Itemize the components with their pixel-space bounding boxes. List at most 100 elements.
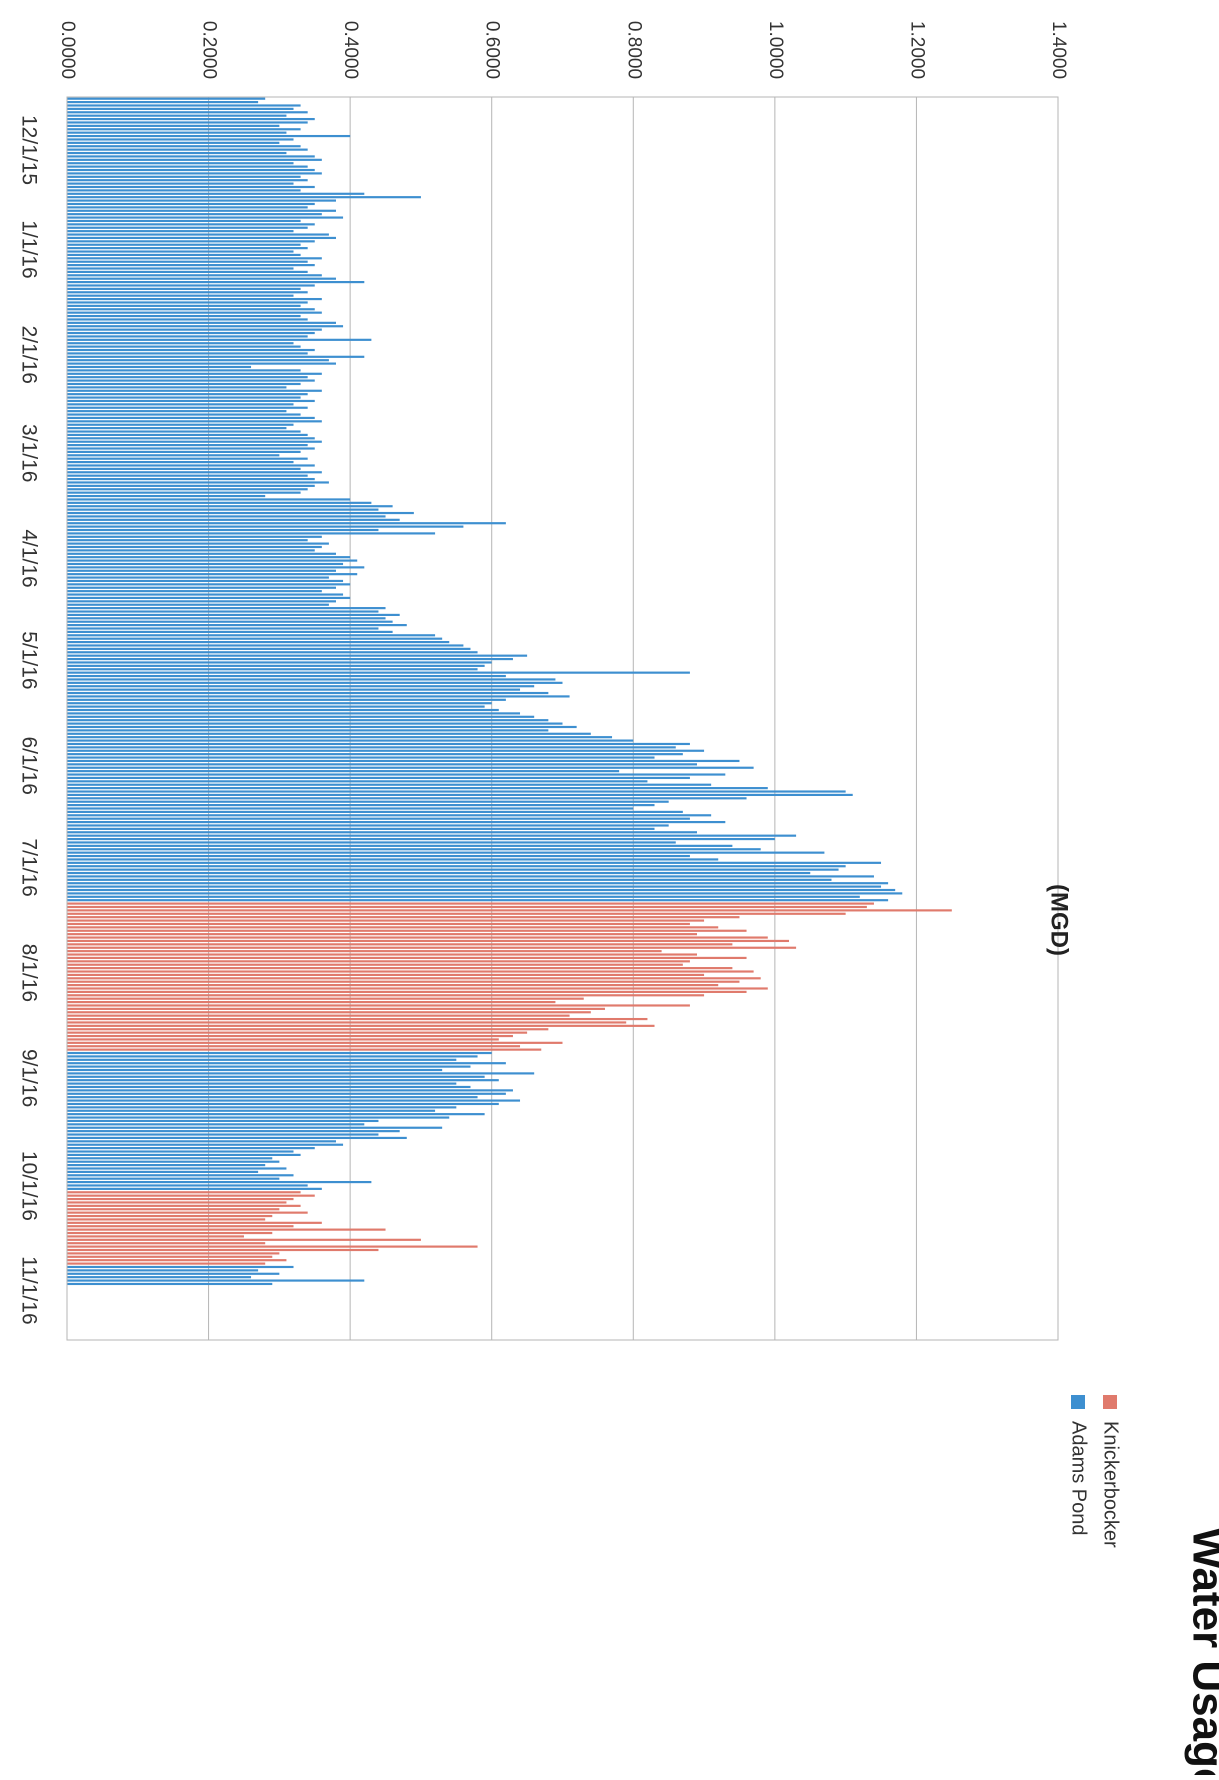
bar [67, 264, 315, 267]
bar [67, 1065, 471, 1068]
bar [67, 528, 379, 532]
bar [67, 488, 308, 491]
bar [67, 196, 421, 199]
bar [67, 1133, 379, 1136]
bar [67, 1119, 379, 1123]
bar [67, 902, 874, 905]
bar [67, 600, 336, 603]
bar [67, 189, 301, 192]
bar [67, 1079, 499, 1082]
bar [67, 216, 344, 219]
bar [67, 1204, 301, 1207]
bar [67, 1045, 521, 1048]
bar [67, 691, 549, 695]
bar [67, 1021, 627, 1024]
date-tick-label: 11/1/16 [17, 1256, 40, 1325]
bar [67, 162, 294, 165]
bar [67, 793, 853, 797]
bar [67, 647, 471, 650]
bar [67, 423, 294, 426]
bar [67, 630, 393, 633]
bar [67, 899, 889, 902]
bar [67, 888, 896, 892]
bar [67, 885, 882, 888]
bar [67, 314, 301, 318]
bar [67, 399, 315, 403]
bar [67, 151, 287, 155]
bar [67, 440, 322, 443]
bar [67, 654, 528, 657]
bar [67, 1102, 499, 1106]
bar [67, 457, 308, 460]
bar [67, 1024, 655, 1027]
bar [67, 1248, 379, 1252]
bar [67, 182, 294, 185]
bar [67, 946, 797, 949]
bar [67, 800, 669, 803]
bar [67, 134, 351, 138]
bar [67, 535, 322, 538]
bar [67, 192, 365, 195]
bar [67, 247, 308, 250]
bar [67, 494, 266, 498]
value-tick-label: 1.0000 [765, 21, 786, 79]
bar [67, 984, 719, 987]
bar [67, 590, 322, 593]
bar [67, 596, 351, 600]
bar [67, 987, 768, 990]
bar [67, 1194, 315, 1197]
legend: Knickerbocker Adams Pond [1068, 1395, 1122, 1548]
bar [67, 970, 754, 973]
bar [67, 148, 308, 151]
bar [67, 933, 697, 936]
bar [67, 1177, 280, 1180]
bar [67, 977, 761, 980]
value-tick-label: 0.2000 [199, 21, 220, 79]
bar [67, 342, 294, 345]
bar [67, 281, 365, 284]
bar [67, 810, 683, 813]
bar [67, 450, 301, 453]
bar [67, 905, 867, 909]
bar [67, 973, 705, 976]
bar [67, 664, 485, 667]
bar [67, 939, 790, 943]
bar [67, 365, 252, 369]
bar [67, 175, 301, 178]
bar [67, 532, 436, 535]
bar [67, 1164, 266, 1167]
bar [67, 352, 308, 355]
bar [67, 1197, 294, 1201]
bar [67, 1238, 421, 1241]
bar [67, 780, 648, 783]
bar [67, 569, 336, 572]
bar [67, 267, 294, 270]
bar [67, 593, 344, 596]
bar [67, 583, 351, 586]
bar [67, 481, 329, 484]
bar [67, 1038, 499, 1041]
date-tick-label: 9/1/16 [17, 1049, 40, 1107]
bar [67, 895, 860, 898]
bar [67, 712, 521, 715]
bar [67, 97, 266, 100]
bar [67, 223, 315, 226]
bar [67, 851, 825, 854]
bar [67, 1259, 287, 1262]
bar [67, 219, 301, 223]
bar [67, 824, 669, 827]
bar [67, 522, 506, 525]
bar [67, 155, 315, 158]
bar [67, 444, 308, 447]
bar [67, 1228, 386, 1231]
bar [67, 858, 719, 861]
bar [67, 114, 287, 117]
bar [67, 634, 436, 637]
bar [67, 1048, 542, 1051]
bar [67, 936, 768, 939]
bar [67, 854, 690, 858]
bar [67, 1279, 365, 1282]
bar [67, 382, 301, 386]
bar [67, 260, 308, 263]
bar [67, 1099, 521, 1102]
